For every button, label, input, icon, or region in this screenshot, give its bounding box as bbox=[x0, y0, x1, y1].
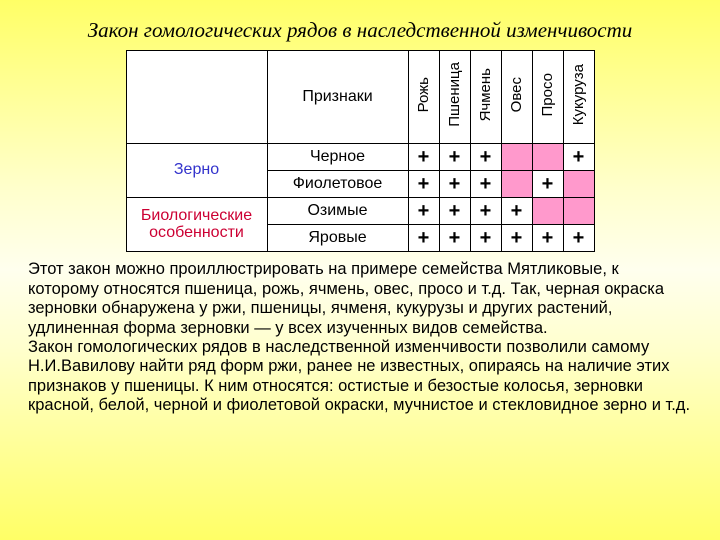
mark-cell: + bbox=[439, 144, 470, 171]
header-crop-3: Овес bbox=[501, 51, 532, 144]
mark-cell: + bbox=[470, 171, 501, 198]
header-crop-2: Ячмень bbox=[470, 51, 501, 144]
traits-table-wrap: Признаки Рожь Пшеница Ячмень Овес Просо … bbox=[28, 50, 692, 252]
mark-cell: + bbox=[563, 144, 594, 171]
mark-cell: + bbox=[563, 225, 594, 252]
group-label: Биологические особенности bbox=[126, 198, 267, 252]
body-text: Этот закон можно проиллюстрировать на пр… bbox=[28, 260, 692, 416]
trait-label: Озимые bbox=[267, 198, 408, 225]
header-crop-0: Рожь bbox=[408, 51, 439, 144]
trait-label: Фиолетовое bbox=[267, 171, 408, 198]
mark-cell: + bbox=[501, 198, 532, 225]
mark-cell: + bbox=[470, 225, 501, 252]
mark-cell bbox=[532, 144, 563, 171]
mark-cell: + bbox=[439, 198, 470, 225]
trait-label: Черное bbox=[267, 144, 408, 171]
mark-cell: + bbox=[532, 171, 563, 198]
mark-cell: + bbox=[408, 198, 439, 225]
header-traits: Признаки bbox=[267, 51, 408, 144]
mark-cell: + bbox=[408, 171, 439, 198]
trait-label: Яровые bbox=[267, 225, 408, 252]
mark-cell: + bbox=[501, 225, 532, 252]
header-crop-4: Просо bbox=[532, 51, 563, 144]
header-crop-5: Кукуруза bbox=[563, 51, 594, 144]
group-label: Зерно bbox=[126, 144, 267, 198]
mark-cell: + bbox=[439, 225, 470, 252]
mark-cell: + bbox=[439, 171, 470, 198]
mark-cell bbox=[563, 171, 594, 198]
mark-cell bbox=[532, 198, 563, 225]
mark-cell bbox=[563, 198, 594, 225]
mark-cell bbox=[501, 144, 532, 171]
header-crop-1: Пшеница bbox=[439, 51, 470, 144]
mark-cell bbox=[501, 171, 532, 198]
traits-table: Признаки Рожь Пшеница Ячмень Овес Просо … bbox=[126, 50, 595, 252]
slide-title: Закон гомологических рядов в наследствен… bbox=[28, 18, 692, 42]
header-empty bbox=[126, 51, 267, 144]
mark-cell: + bbox=[408, 225, 439, 252]
mark-cell: + bbox=[470, 198, 501, 225]
mark-cell: + bbox=[408, 144, 439, 171]
mark-cell: + bbox=[532, 225, 563, 252]
mark-cell: + bbox=[470, 144, 501, 171]
